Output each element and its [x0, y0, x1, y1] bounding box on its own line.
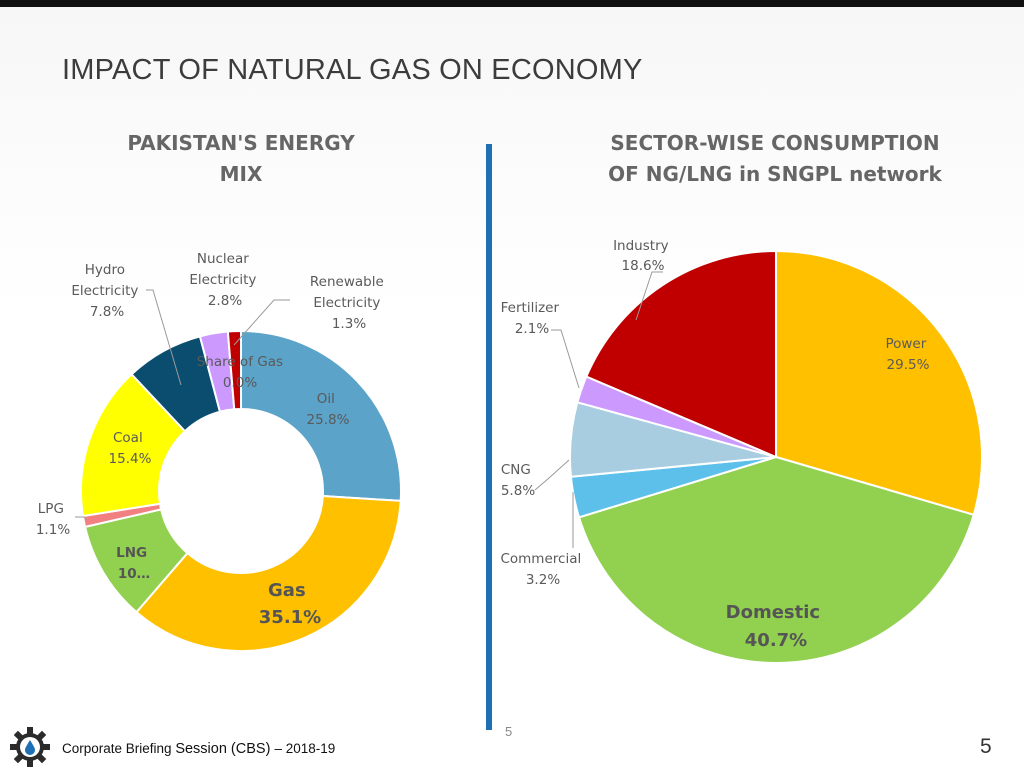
hydro-label-name-1: Hydro: [85, 262, 125, 278]
sector-title-line-2: OF NG/LNG in SNGPL network: [608, 162, 942, 186]
cng-label-name: CNG: [501, 462, 531, 478]
sector-slice-industry: [585, 249, 777, 459]
sector-slice-domestic: [577, 455, 975, 664]
footer-prefix: Corporate Briefing: [62, 741, 176, 756]
hydro-label: Hydro Electricity 7.8%: [71, 262, 142, 320]
industry-label-name: Industry: [613, 238, 669, 254]
coal-label-value: 15.4%: [109, 451, 152, 467]
cng-label: CNG 5.8%: [501, 462, 535, 499]
industry-label-value: 18.6%: [622, 258, 665, 274]
hydro-label-value: 7.8%: [90, 304, 124, 320]
renewable-label: Renewable Electricity 1.3%: [310, 274, 388, 332]
lpg-label-value: 1.1%: [36, 522, 70, 538]
renewable-label-value: 1.3%: [332, 316, 366, 332]
nuclear-label-value: 2.8%: [208, 293, 242, 309]
slide-title: IMPACT OF NATURAL GAS ON ECONOMY: [62, 54, 643, 86]
share-of-gas-label: Share of Gas 0.0%: [197, 354, 288, 391]
power-label: Power 29.5%: [885, 336, 930, 373]
domestic-label: Domestic 40.7%: [726, 602, 827, 651]
lng-label: LNG 10…: [116, 545, 152, 582]
power-label-name: Power: [885, 336, 926, 352]
renewable-label-name-1: Renewable: [310, 274, 384, 290]
domestic-label-value: 40.7%: [745, 630, 807, 651]
renewable-label-name-2: Electricity: [313, 295, 380, 311]
energy-mix-chart-title: PAKISTAN'S ENERGY MIX: [110, 128, 372, 190]
energy-mix-slice-renewable-electricity: [226, 329, 242, 411]
page-number: 5: [980, 735, 992, 758]
industry-label: Industry 18.6%: [613, 238, 673, 274]
lng-label-name: LNG: [116, 545, 147, 561]
sector-title-line-1: SECTOR-WISE CONSUMPTION: [610, 131, 940, 155]
gas-label-name: Gas: [268, 580, 306, 601]
lpg-label: LPG 1.1%: [36, 501, 70, 538]
hydro-leader-line: [146, 289, 182, 386]
center-page-number: 5: [505, 724, 513, 739]
energy-mix-slice-oil: [240, 329, 402, 502]
leader-lines: [75, 271, 663, 548]
footer-middle: Session (CBS): [175, 741, 275, 757]
top-border-bar: [0, 0, 1024, 7]
column-divider: [486, 144, 492, 730]
nuclear-label-name-2: Electricity: [189, 272, 256, 288]
nuclear-label: Nuclear Electricity 2.8%: [189, 251, 260, 309]
gas-label: Gas 35.1%: [259, 580, 321, 628]
energy-mix-title-line-2: MIX: [219, 162, 263, 186]
coal-label-name: Coal: [113, 430, 143, 446]
energy-mix-donut: [80, 329, 402, 652]
commercial-label: Commercial 3.2%: [500, 551, 585, 588]
fertilizer-label-name: Fertilizer: [501, 300, 560, 316]
fertilizer-label: Fertilizer 2.1%: [501, 300, 564, 337]
industry-leader-line: [635, 271, 663, 321]
hydro-label-name-2: Electricity: [71, 283, 138, 299]
coal-label: Coal 15.4%: [109, 430, 152, 467]
nuclear-label-name-1: Nuclear: [197, 251, 249, 267]
renewable-leader-line: [233, 299, 290, 346]
gas-label-value: 35.1%: [259, 607, 321, 628]
commercial-label-value: 3.2%: [526, 572, 560, 588]
cng-label-value: 5.8%: [501, 483, 535, 499]
commercial-label-name: Commercial: [500, 551, 581, 567]
energy-mix-slice-gas: [135, 494, 402, 652]
lng-label-value: 10…: [118, 566, 150, 582]
energy-mix-title-line-1: PAKISTAN'S ENERGY: [127, 131, 355, 155]
cng-leader-line: [534, 459, 570, 491]
lpg-leader-line: [75, 516, 87, 521]
company-logo-gear-icon: [10, 727, 50, 767]
sector-consumption-pie: [569, 249, 983, 664]
lpg-label-name: LPG: [38, 501, 64, 517]
footer-suffix: – 2018-19: [274, 741, 336, 756]
oil-label-name: Oil: [317, 391, 335, 407]
fertilizer-leader-line: [551, 329, 580, 389]
sector-slice-power: [775, 249, 983, 517]
share-of-gas-label-name: Share of Gas: [197, 354, 283, 370]
domestic-label-name: Domestic: [726, 602, 820, 623]
oil-label: Oil 25.8%: [307, 391, 350, 428]
sector-consumption-chart-title: SECTOR-WISE CONSUMPTION OF NG/LNG in SNG…: [600, 128, 950, 190]
power-label-value: 29.5%: [887, 357, 930, 373]
fertilizer-label-value: 2.1%: [515, 321, 549, 337]
share-of-gas-label-value: 0.0%: [223, 375, 257, 391]
oil-label-value: 25.8%: [307, 412, 350, 428]
footer-text: Corporate Briefing Session (CBS) – 2018-…: [62, 741, 335, 757]
